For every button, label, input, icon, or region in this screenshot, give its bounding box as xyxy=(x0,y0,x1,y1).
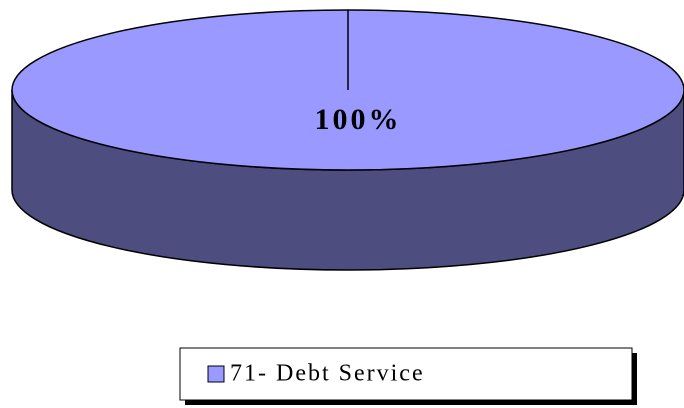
data-label: 100% xyxy=(315,103,402,136)
legend-label: 71- Debt Service xyxy=(230,361,425,387)
legend-box xyxy=(179,347,633,401)
legend-swatch xyxy=(207,365,225,383)
